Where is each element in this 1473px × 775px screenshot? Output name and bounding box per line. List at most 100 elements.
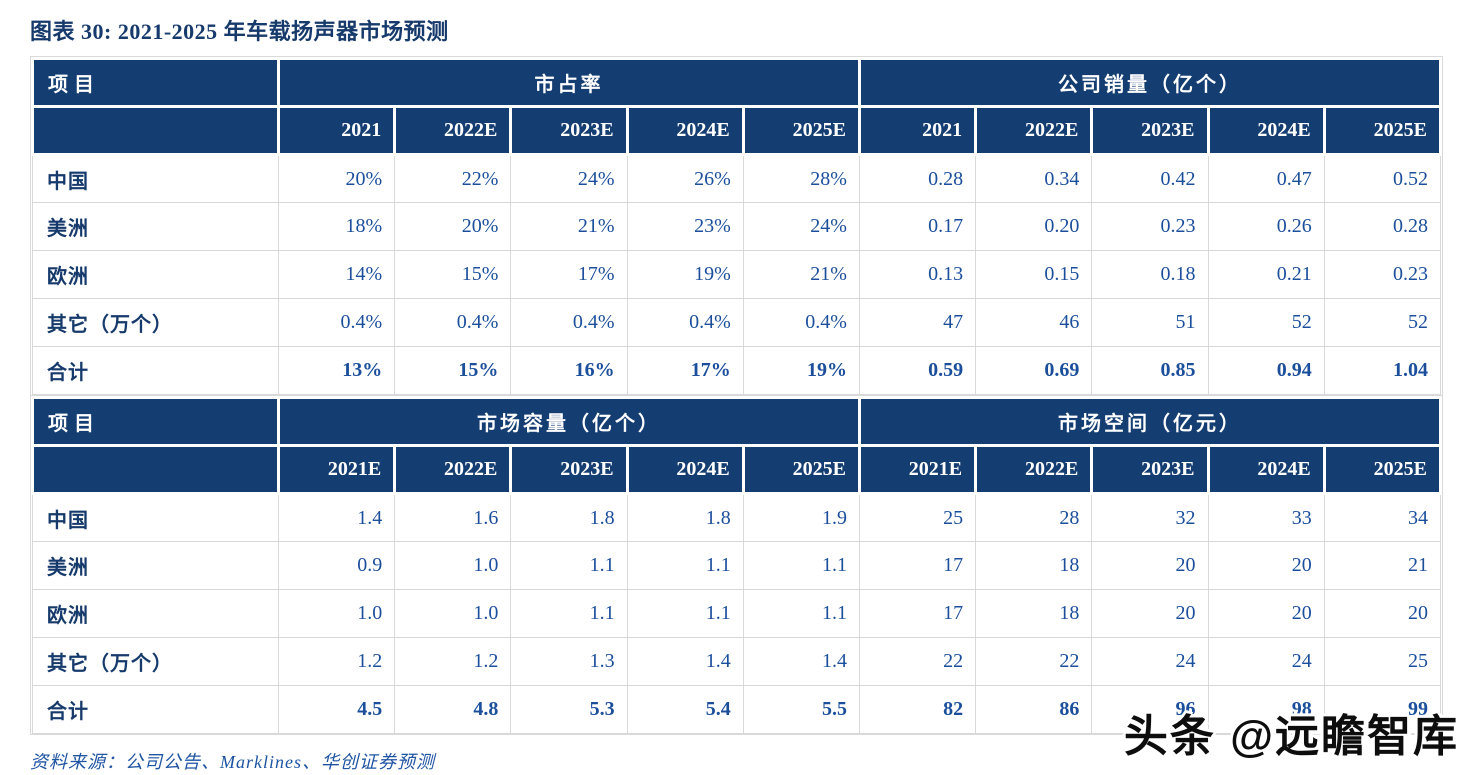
cell-value: 0.9 <box>277 541 396 590</box>
cell-value: 86 <box>975 685 1093 734</box>
cell-value: 82 <box>858 685 977 734</box>
cell-value: 18% <box>277 202 396 251</box>
cell-value: 25 <box>858 493 977 542</box>
year-header: 2021E <box>276 444 397 495</box>
cell-value: 99 <box>1323 685 1442 734</box>
table-row: 欧洲 14% 15% 17% 19% 21% 0.13 0.15 0.18 0.21 0.23 <box>32 250 1442 299</box>
forecast-table-section-2: 项目 市场容量（亿个） 市场空间（亿元） 2021E 2022E 2023E 2024E 2… <box>30 395 1443 735</box>
cell-value: 47 <box>858 298 977 347</box>
year-header: 2024E <box>625 444 745 495</box>
cell-value: 33 <box>1207 493 1325 542</box>
cell-value: 0.4% <box>394 298 512 347</box>
group-header: 市场容量（亿个） <box>277 396 861 447</box>
cell-value: 0.42 <box>1091 154 1209 203</box>
cell-value: 1.6 <box>394 493 512 542</box>
cell-value: 24 <box>1091 637 1209 686</box>
year-header: 2022E <box>393 105 513 156</box>
cell-value: 24% <box>510 154 628 203</box>
cell-value: 1.0 <box>277 589 396 638</box>
cell-value: 21% <box>742 250 860 299</box>
year-header: 2022E <box>974 105 1094 156</box>
row-label: 其它（万个） <box>32 637 279 686</box>
year-header: 2023E <box>509 444 629 495</box>
year-header: 2023E <box>1090 105 1210 156</box>
total-row: 合计 4.5 4.8 5.3 5.4 5.5 82 86 96 98 99 <box>32 685 1442 734</box>
cell-value: 1.1 <box>510 541 628 590</box>
table-row: 欧洲 1.0 1.0 1.1 1.1 1.1 17 18 20 20 20 <box>32 589 1442 638</box>
total-row: 合计 13% 15% 16% 17% 19% 0.59 0.69 0.85 0.94 1.04 <box>32 346 1442 395</box>
row-label: 合计 <box>32 685 279 734</box>
cell-value: 16% <box>510 346 628 395</box>
row-label: 中国 <box>32 154 279 203</box>
cell-value: 17% <box>626 346 744 395</box>
cell-value: 46 <box>975 298 1093 347</box>
cell-value: 51 <box>1091 298 1209 347</box>
cell-value: 52 <box>1207 298 1325 347</box>
cell-value: 0.28 <box>858 154 977 203</box>
cell-value: 0.28 <box>1323 202 1442 251</box>
cell-value: 0.15 <box>975 250 1093 299</box>
cell-value: 19% <box>626 250 744 299</box>
cell-value: 96 <box>1091 685 1209 734</box>
source-note: 资料来源：公司公告、Marklines、华创证券预测 <box>30 752 435 772</box>
cell-value: 4.5 <box>277 685 396 734</box>
cell-value: 24 <box>1207 637 1325 686</box>
cell-value: 0.13 <box>858 250 977 299</box>
cell-value: 14% <box>277 250 396 299</box>
cell-value: 1.9 <box>742 493 860 542</box>
cell-value: 0.23 <box>1091 202 1209 251</box>
cell-value: 20 <box>1091 541 1209 590</box>
corner-spacer <box>31 444 280 495</box>
cell-value: 22 <box>858 637 977 686</box>
cell-value: 17% <box>510 250 628 299</box>
group-header: 市场空间（亿元） <box>857 396 1443 447</box>
cell-value: 20% <box>277 154 396 203</box>
watermark: 头条 @远瞻智库 <box>1123 712 1459 761</box>
group-header: 市占率 <box>277 57 861 108</box>
cell-value: 5.5 <box>742 685 860 734</box>
year-header: 2023E <box>1090 444 1210 495</box>
cell-value: 1.0 <box>394 541 512 590</box>
year-header: 2022E <box>974 444 1094 495</box>
cell-value: 0.94 <box>1207 346 1325 395</box>
year-header: 2021 <box>857 105 978 156</box>
forecast-table-2: 项目 市场容量（亿个） 市场空间（亿元） 2021E 2022E 2023E 2024E 2… <box>31 396 1443 734</box>
row-label: 中国 <box>32 493 279 542</box>
cell-value: 22% <box>394 154 512 203</box>
table-row: 中国 1.4 1.6 1.8 1.8 1.9 25 28 32 33 34 <box>32 493 1442 542</box>
cell-value: 1.0 <box>394 589 512 638</box>
year-header: 2023E <box>509 105 629 156</box>
forecast-table-1: 项目 市占率 公司销量（亿个） 2021 2022E 2023E 2024E 2025E 20… <box>31 57 1443 395</box>
group-header-row: 项目 市场容量（亿个） 市场空间（亿元） <box>31 396 1443 447</box>
cell-value: 22 <box>975 637 1093 686</box>
year-header: 2024E <box>625 105 745 156</box>
cell-value: 1.04 <box>1323 346 1442 395</box>
cell-value: 0.85 <box>1091 346 1209 395</box>
cell-value: 26% <box>626 154 744 203</box>
row-label: 美洲 <box>32 541 279 590</box>
group-header: 公司销量（亿个） <box>857 57 1443 108</box>
corner-header: 项目 <box>31 396 280 447</box>
cell-value: 0.20 <box>975 202 1093 251</box>
cell-value: 0.4% <box>277 298 396 347</box>
table-row: 其它（万个） 0.4% 0.4% 0.4% 0.4% 0.4% 47 46 51 52 52 <box>32 298 1442 347</box>
cell-value: 28 <box>975 493 1093 542</box>
cell-value: 20 <box>1207 589 1325 638</box>
cell-value: 0.4% <box>742 298 860 347</box>
cell-value: 1.8 <box>626 493 744 542</box>
cell-value: 0.23 <box>1323 250 1442 299</box>
year-header: 2025E <box>1322 105 1443 156</box>
corner-header: 项目 <box>31 57 280 108</box>
row-label: 其它（万个） <box>32 298 279 347</box>
cell-value: 1.1 <box>510 589 628 638</box>
cell-value: 28% <box>742 154 860 203</box>
row-label: 欧洲 <box>32 589 279 638</box>
cell-value: 19% <box>742 346 860 395</box>
cell-value: 0.47 <box>1207 154 1325 203</box>
cell-value: 0.17 <box>858 202 977 251</box>
cell-value: 5.4 <box>626 685 744 734</box>
cell-value: 18 <box>975 589 1093 638</box>
forecast-tables: 项目 市占率 公司销量（亿个） 2021 2022E 2023E 2024E 2025E 20… <box>30 56 1443 735</box>
cell-value: 0.4% <box>510 298 628 347</box>
year-header: 2025E <box>741 105 861 156</box>
